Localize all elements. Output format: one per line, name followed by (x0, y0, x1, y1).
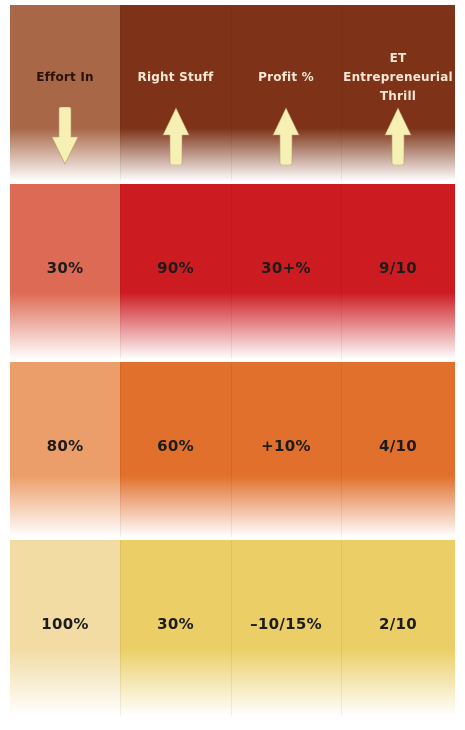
header-label-et-line3: Thrill (379, 89, 417, 103)
cell-value: 9/10 (379, 258, 417, 277)
table-cell: –10/15% (231, 540, 341, 716)
header-row: Effort In Right Stuff Profit % ET Entrep… (10, 5, 455, 181)
table-cell: +10% (231, 362, 341, 537)
header-label-effort-in: Effort In (36, 70, 94, 84)
table-cell: 30% (120, 540, 231, 716)
cell-value: 30+% (261, 258, 311, 277)
cell-value: 2/10 (379, 615, 417, 633)
table-cell: 80% (10, 362, 120, 537)
table-cell: 9/10 (341, 184, 455, 359)
table-cell: 100% (10, 540, 120, 716)
cell-value: 90% (157, 258, 194, 277)
comparison-table: Effort In Right Stuff Profit % ET Entrep… (10, 5, 455, 716)
arrow-up-icon (272, 107, 300, 165)
header-label-et: ET Entrepreneurial Thrill (341, 49, 455, 106)
cell-value: 80% (46, 436, 84, 455)
header-profit: Profit % (231, 5, 341, 181)
table-cell: 60% (120, 362, 231, 537)
table-row: 30% 90% 30+% 9/10 (10, 184, 455, 359)
cell-value: 60% (157, 436, 194, 455)
cell-value: +10% (261, 436, 311, 455)
cell-value: 100% (41, 615, 89, 633)
table-cell: 30% (10, 184, 120, 359)
header-effort-in: Effort In (10, 5, 120, 181)
header-label-right-stuff: Right Stuff (137, 70, 214, 84)
arrow-up-icon (162, 107, 189, 165)
cell-value: –10/15% (250, 615, 322, 633)
table-cell: 90% (120, 184, 231, 359)
header-label-et-line2: Entrepreneurial (343, 70, 453, 84)
table-row: 80% 60% +10% 4/10 (10, 362, 455, 537)
cell-value: 30% (157, 615, 194, 633)
header-label-profit: Profit % (258, 70, 314, 84)
arrow-down-icon (51, 107, 79, 165)
header-et: ET Entrepreneurial Thrill (341, 5, 455, 181)
table-row: 100% 30% –10/15% 2/10 (10, 540, 455, 716)
table-cell: 30+% (231, 184, 341, 359)
table-cell: 2/10 (341, 540, 455, 716)
cell-value: 30% (46, 258, 84, 277)
header-label-et-line1: ET (389, 51, 407, 65)
arrow-up-icon (384, 107, 412, 165)
cell-value: 4/10 (379, 436, 417, 455)
header-right-stuff: Right Stuff (120, 5, 231, 181)
table-cell: 4/10 (341, 362, 455, 537)
